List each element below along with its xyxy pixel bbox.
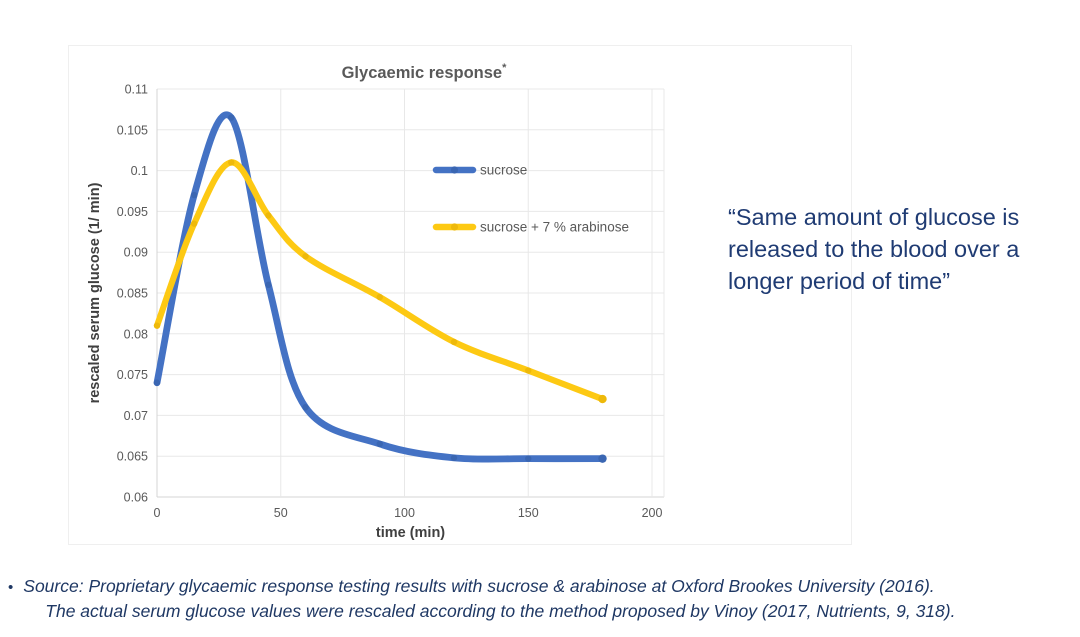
svg-text:50: 50 <box>274 506 288 520</box>
source-lines: Source: Proprietary glycaemic response t… <box>23 574 955 624</box>
source-line-2: The actual serum glucose values were res… <box>45 600 956 621</box>
svg-text:100: 100 <box>394 506 415 520</box>
quote-text: “Same amount of glucose is released to t… <box>728 204 1020 294</box>
svg-text:0.11: 0.11 <box>125 83 148 97</box>
svg-text:sucrose: sucrose <box>480 163 527 178</box>
svg-text:0.07: 0.07 <box>124 409 148 423</box>
svg-text:0.085: 0.085 <box>117 287 148 301</box>
svg-text:sucrose + 7 % arabinose: sucrose + 7 % arabinose <box>480 220 629 235</box>
svg-text:0.08: 0.08 <box>124 327 148 341</box>
source-note: • Source: Proprietary glycaemic response… <box>8 574 1074 624</box>
svg-text:150: 150 <box>518 506 539 520</box>
svg-text:0.09: 0.09 <box>124 246 148 260</box>
svg-text:0.075: 0.075 <box>117 368 148 382</box>
glycaemic-response-chart: 0.06 0.065 0.07 0.075 0.08 0.085 0.09 0.095 0.1 0… <box>68 45 852 545</box>
chart-svg: 0.060.0650.070.0750.080.0850.090.0950.10… <box>87 62 665 541</box>
svg-text:0.105: 0.105 <box>117 123 148 137</box>
svg-text:200: 200 <box>642 506 663 520</box>
bullet-icon: • <box>8 579 14 596</box>
svg-text:0.095: 0.095 <box>117 205 148 219</box>
svg-text:0: 0 <box>154 506 161 520</box>
svg-text:0.06: 0.06 <box>124 491 148 505</box>
svg-text:rescaled serum glucose (1/ min: rescaled serum glucose (1/ min) <box>87 182 103 403</box>
source-line-1: Source: Proprietary glycaemic response t… <box>23 576 935 596</box>
svg-text:time (min): time (min) <box>376 525 445 541</box>
svg-text:Glycaemic response*: Glycaemic response* <box>342 62 508 82</box>
svg-text:0.1: 0.1 <box>131 164 148 178</box>
svg-text:0.065: 0.065 <box>117 450 148 464</box>
